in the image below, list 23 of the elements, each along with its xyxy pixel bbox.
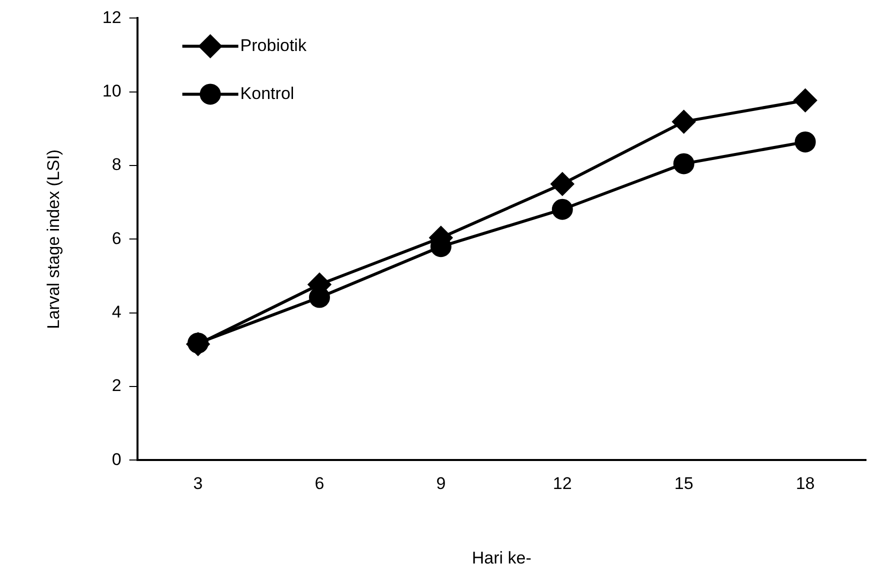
x-tick-label: 9 bbox=[436, 474, 446, 494]
x-tick-label: 18 bbox=[796, 474, 815, 494]
point bbox=[672, 110, 696, 134]
y-tick-label: 10 bbox=[102, 82, 122, 101]
y-tick-label: 6 bbox=[112, 228, 122, 248]
y-tick-label: 2 bbox=[112, 376, 122, 396]
y-axis-title: Larval stage index (LSI) bbox=[44, 149, 63, 329]
y-tick-label: 0 bbox=[112, 450, 122, 469]
x-tick-label: 12 bbox=[552, 474, 572, 494]
point bbox=[794, 131, 816, 152]
legend-label: Kontrol bbox=[240, 84, 294, 103]
point bbox=[794, 88, 817, 112]
y-tick-label: 8 bbox=[112, 155, 122, 174]
point bbox=[673, 153, 694, 174]
point bbox=[550, 172, 574, 196]
x-axis-title: Hari ke- bbox=[472, 548, 532, 568]
point bbox=[552, 198, 573, 220]
x-tick-label: 6 bbox=[314, 474, 324, 494]
x-tick-label: 3 bbox=[193, 474, 203, 494]
x-tick-label: 15 bbox=[674, 474, 694, 494]
legend-label: Probiotik bbox=[240, 36, 307, 55]
y-tick-label: 12 bbox=[102, 8, 122, 27]
y-tick-label: 4 bbox=[112, 302, 122, 322]
